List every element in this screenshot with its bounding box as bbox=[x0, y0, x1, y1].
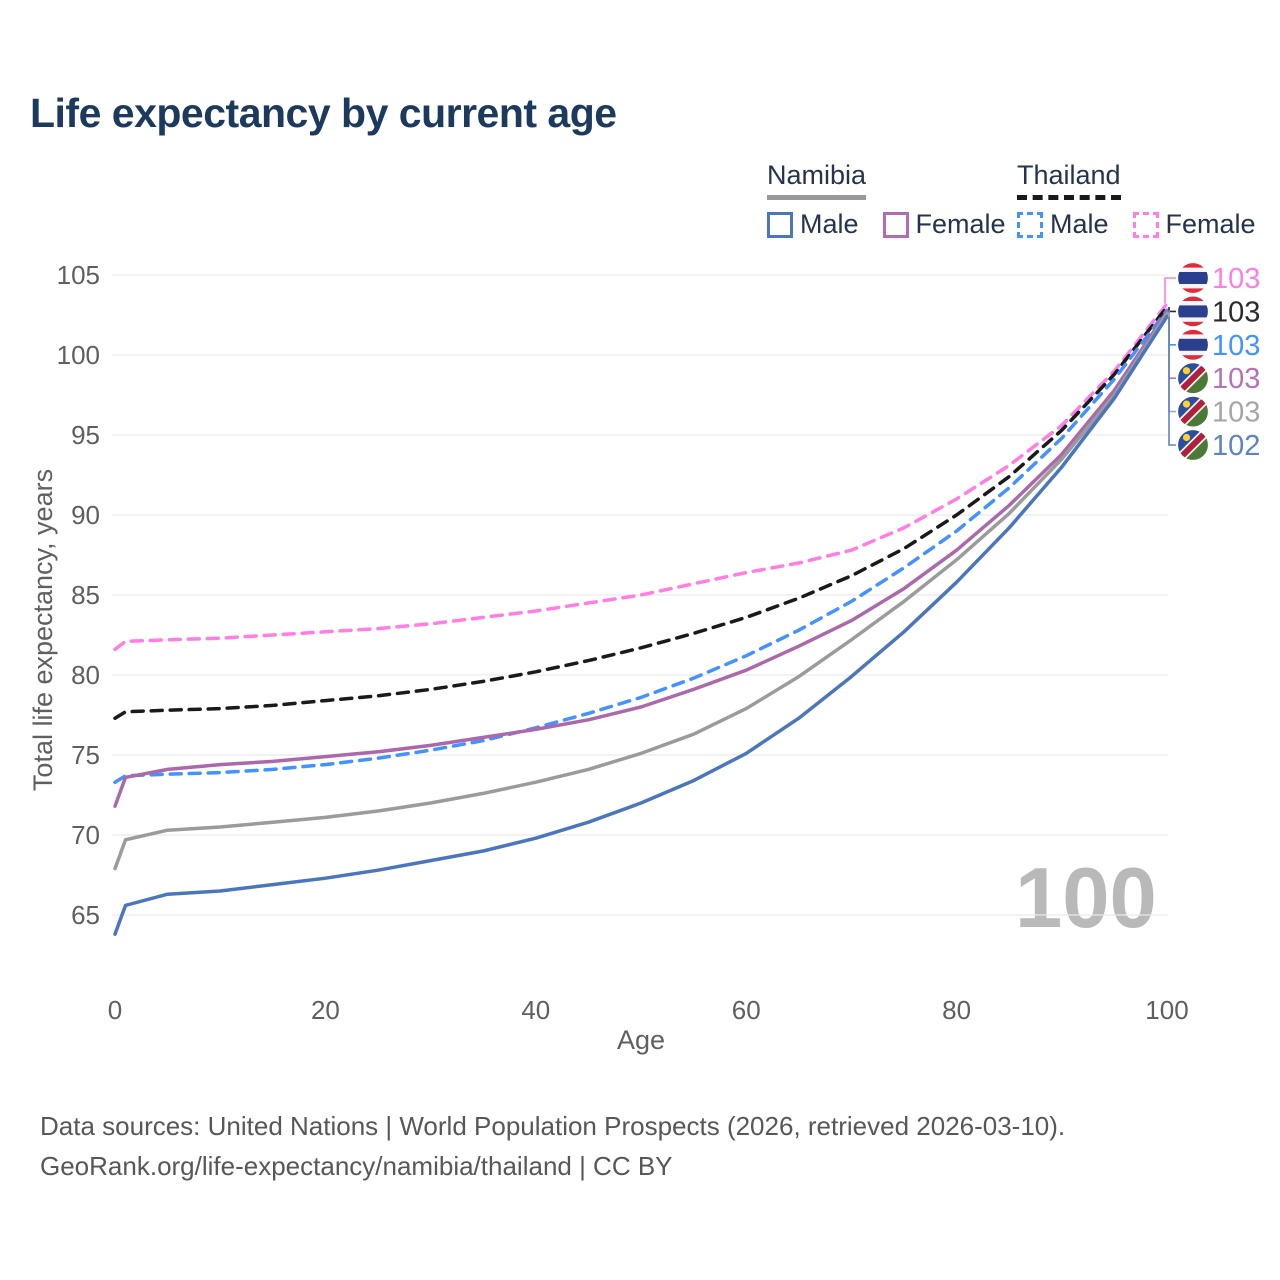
end-label-value: 103 bbox=[1212, 296, 1260, 328]
footer: Data sources: United Nations | World Pop… bbox=[40, 1106, 1065, 1186]
end-label-value: 103 bbox=[1212, 363, 1260, 395]
y-tick-label: 105 bbox=[57, 260, 100, 290]
x-tick-label: 20 bbox=[311, 995, 340, 1025]
y-tick-label: 65 bbox=[71, 900, 100, 930]
x-tick-label: 100 bbox=[1145, 995, 1188, 1025]
thailand-male-swatch-icon bbox=[1017, 211, 1043, 238]
line-namibia-both bbox=[113, 311, 1169, 871]
page-title: Life expectancy by current age bbox=[30, 90, 617, 136]
legend-item-namibia-male[interactable]: Male bbox=[767, 209, 859, 240]
end-label-connector bbox=[1168, 313, 1176, 413]
legend-group-thailand: Thailand Male Female bbox=[1017, 160, 1256, 240]
legend-label-thailand-female: Female bbox=[1165, 209, 1256, 239]
axis-labels: 65 70 75 80 85 90 95 100 105 0 20 40 60 80 100 bbox=[57, 260, 1189, 1025]
y-tick-label: 95 bbox=[71, 420, 100, 450]
flag-ring bbox=[1175, 361, 1211, 396]
legend-label-thailand-male: Male bbox=[1050, 209, 1109, 239]
end-label-connector bbox=[1168, 310, 1176, 346]
line-namibia-female bbox=[113, 310, 1169, 808]
end-label-connector bbox=[1168, 316, 1176, 446]
x-tick-label: 80 bbox=[942, 995, 971, 1025]
namibia-flag-icon bbox=[1175, 394, 1211, 429]
thailand-flag-icon bbox=[1175, 294, 1211, 329]
end-label-value: 103 bbox=[1212, 263, 1260, 295]
y-axis-title: Total life expectancy, years bbox=[28, 469, 58, 791]
flag-ring bbox=[1175, 394, 1211, 429]
line-thailand-male bbox=[113, 308, 1169, 784]
thailand-flag-icon bbox=[1175, 260, 1211, 296]
legend-country-thailand[interactable]: Thailand bbox=[1017, 160, 1121, 200]
legend-label-namibia-female: Female bbox=[915, 209, 1006, 239]
flag-ring bbox=[1175, 427, 1211, 463]
footer-source-line: Data sources: United Nations | World Pop… bbox=[40, 1111, 1066, 1141]
x-tick-label: 0 bbox=[108, 995, 122, 1025]
legend-group-namibia: Namibia Male Female bbox=[767, 160, 1006, 240]
end-label-connector bbox=[1168, 307, 1176, 313]
legend-country-namibia[interactable]: Namibia bbox=[767, 160, 867, 200]
end-label-connectors bbox=[1164, 277, 1176, 446]
end-label-connector bbox=[1164, 277, 1176, 304]
legend-item-thailand-female[interactable]: Female bbox=[1132, 209, 1256, 240]
footer-attribution-line: GeoRank.org/life-expectancy/namibia/thai… bbox=[40, 1151, 673, 1181]
y-tick-label: 85 bbox=[71, 580, 100, 610]
end-label-value: 102 bbox=[1212, 430, 1260, 462]
y-tick-label: 70 bbox=[71, 820, 100, 850]
end-label-value: 103 bbox=[1212, 397, 1260, 429]
age-watermark: 100 bbox=[1015, 851, 1157, 946]
x-axis-title: Age bbox=[617, 1025, 665, 1055]
end-label-value: 103 bbox=[1212, 330, 1260, 362]
series-lines bbox=[113, 302, 1169, 936]
legend-label-namibia-male: Male bbox=[800, 209, 859, 239]
legend-item-namibia-female[interactable]: Female bbox=[882, 209, 1006, 240]
y-tick-label: 90 bbox=[71, 500, 100, 530]
line-namibia-male bbox=[113, 314, 1169, 936]
namibia-male-swatch-icon bbox=[767, 211, 793, 238]
namibia-flag-icon bbox=[1175, 427, 1211, 463]
y-tick-label: 100 bbox=[57, 340, 100, 370]
x-tick-label: 60 bbox=[732, 995, 761, 1025]
legend: Namibia Male Female Thailand Male bbox=[0, 160, 1280, 240]
flag-ring bbox=[1175, 294, 1211, 329]
y-tick-label: 75 bbox=[71, 740, 100, 770]
namibia-female-swatch-icon bbox=[882, 211, 909, 238]
flag-ring bbox=[1175, 260, 1211, 296]
thailand-flag-icon bbox=[1175, 327, 1211, 362]
line-thailand-female bbox=[113, 302, 1169, 652]
flag-ring bbox=[1175, 327, 1211, 362]
thailand-female-swatch-icon bbox=[1132, 211, 1159, 238]
line-thailand-both bbox=[113, 305, 1169, 720]
y-tick-label: 80 bbox=[71, 660, 100, 690]
namibia-flag-icon bbox=[1175, 361, 1211, 396]
legend-item-thailand-male[interactable]: Male bbox=[1017, 209, 1109, 240]
x-tick-label: 40 bbox=[521, 995, 550, 1025]
